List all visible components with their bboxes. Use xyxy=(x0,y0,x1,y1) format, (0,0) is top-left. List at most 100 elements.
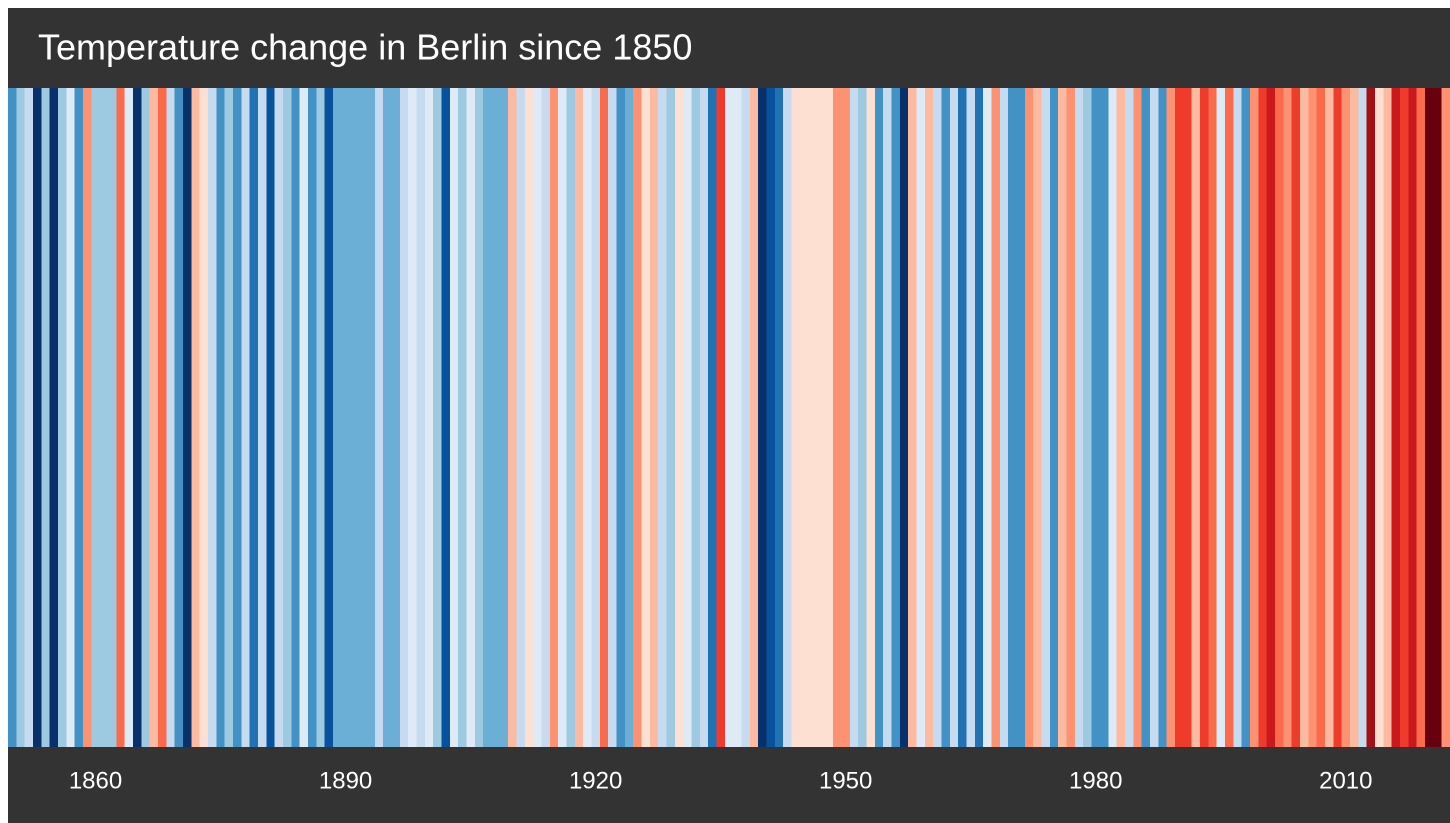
stripe xyxy=(1191,88,1201,747)
x-tick-label: 1890 xyxy=(319,767,372,794)
stripe xyxy=(366,88,376,747)
stripe xyxy=(849,88,859,747)
stripe xyxy=(499,88,509,747)
stripe xyxy=(1166,88,1176,747)
stripe xyxy=(1141,88,1151,747)
stripe xyxy=(891,88,901,747)
stripe xyxy=(99,88,109,747)
stripe xyxy=(291,88,301,747)
stripe xyxy=(724,88,734,747)
stripe xyxy=(1216,88,1226,747)
stripes xyxy=(8,88,1450,747)
stripe xyxy=(1274,88,1284,747)
stripe xyxy=(1241,88,1251,747)
stripe xyxy=(1066,88,1076,747)
stripe xyxy=(249,88,259,747)
stripe xyxy=(74,88,84,747)
stripe xyxy=(1058,88,1067,747)
stripe xyxy=(358,88,367,747)
stripe xyxy=(958,88,967,747)
stripe xyxy=(441,88,451,747)
stripe xyxy=(1341,88,1351,747)
stripe xyxy=(299,88,309,747)
chart-title: Temperature change in Berlin since 1850 xyxy=(38,27,692,68)
stripe xyxy=(283,88,292,747)
stripe xyxy=(1299,88,1309,747)
stripe xyxy=(1408,88,1418,747)
stripe xyxy=(41,88,51,747)
stripe xyxy=(741,88,751,747)
stripe xyxy=(549,88,559,747)
stripe xyxy=(1424,88,1434,747)
stripe xyxy=(383,88,392,747)
stripe xyxy=(683,88,692,747)
stripe xyxy=(558,88,567,747)
stripe xyxy=(1399,88,1409,747)
stripe xyxy=(174,88,184,747)
stripe xyxy=(1391,88,1401,747)
stripe xyxy=(316,88,326,747)
stripe xyxy=(1174,88,1184,747)
stripe xyxy=(633,88,642,747)
stripe xyxy=(583,88,592,747)
stripe xyxy=(1258,88,1268,747)
stripe xyxy=(533,88,542,747)
stripe xyxy=(658,88,667,747)
stripe xyxy=(1108,88,1117,747)
stripe xyxy=(49,88,59,747)
stripe xyxy=(1316,88,1326,747)
stripe xyxy=(1374,88,1384,747)
stripe xyxy=(191,88,201,747)
stripe xyxy=(1091,88,1101,747)
stripe xyxy=(141,88,151,747)
stripe xyxy=(308,88,317,747)
stripe xyxy=(1233,88,1243,747)
stripe xyxy=(858,88,867,747)
stripe xyxy=(399,88,409,747)
stripe xyxy=(933,88,942,747)
stripe xyxy=(333,88,342,747)
stripe xyxy=(391,88,401,747)
stripe xyxy=(1366,88,1376,747)
stripe xyxy=(816,88,826,747)
stripe xyxy=(66,88,76,747)
stripe xyxy=(166,88,176,747)
stripe xyxy=(483,88,492,747)
stripe xyxy=(866,88,876,747)
stripe xyxy=(474,88,484,747)
stripe xyxy=(33,88,42,747)
stripe xyxy=(774,88,784,747)
stripe xyxy=(1116,88,1126,747)
stripe xyxy=(524,88,534,747)
stripe xyxy=(1083,88,1092,747)
stripe xyxy=(1158,88,1168,747)
stripe xyxy=(1224,88,1234,747)
stripe xyxy=(749,88,759,747)
stripe xyxy=(266,88,276,747)
stripe xyxy=(999,88,1009,747)
stripe xyxy=(133,88,142,747)
stripe xyxy=(649,88,659,747)
stripe xyxy=(491,88,501,747)
stripe xyxy=(1266,88,1276,747)
stripe xyxy=(324,88,334,747)
stripe xyxy=(541,88,551,747)
stripe xyxy=(83,88,92,747)
stripe xyxy=(199,88,209,747)
stripe xyxy=(974,88,984,747)
stripe xyxy=(908,88,917,747)
stripe xyxy=(1183,88,1193,747)
x-tick-label: 2010 xyxy=(1319,767,1372,794)
stripe xyxy=(458,88,467,747)
stripe xyxy=(799,88,809,747)
stripe xyxy=(899,88,909,747)
x-tick-label: 1980 xyxy=(1069,767,1122,794)
stripe xyxy=(924,88,934,747)
stripe xyxy=(1124,88,1134,747)
stripe xyxy=(883,88,892,747)
stripe xyxy=(1283,88,1293,747)
stripe xyxy=(216,88,226,747)
stripe xyxy=(91,88,101,747)
stripe xyxy=(466,88,476,747)
